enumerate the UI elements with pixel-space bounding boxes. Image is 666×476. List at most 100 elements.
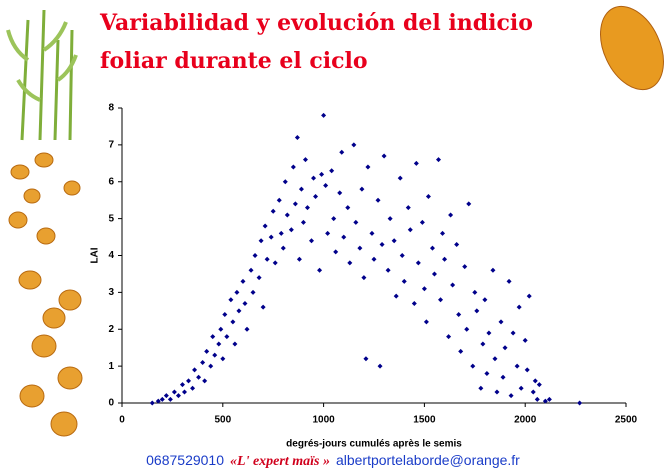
x-tick-label: 1500 — [413, 415, 436, 426]
point — [285, 212, 290, 217]
point — [525, 367, 530, 372]
point — [242, 301, 247, 306]
point — [319, 172, 324, 177]
point — [492, 356, 497, 361]
point — [339, 150, 344, 155]
point — [182, 389, 187, 394]
point — [309, 238, 314, 243]
point — [240, 279, 245, 284]
y-tick-label: 5 — [108, 213, 114, 224]
point — [369, 231, 374, 236]
point — [337, 190, 342, 195]
point — [486, 330, 491, 335]
point — [365, 165, 370, 170]
point — [186, 378, 191, 383]
point — [228, 297, 233, 302]
point — [325, 231, 330, 236]
y-tick-label: 7 — [108, 140, 114, 151]
x-tick-label: 2500 — [615, 415, 638, 426]
point — [426, 194, 431, 199]
point — [450, 283, 455, 288]
point — [271, 209, 276, 214]
point — [295, 135, 300, 140]
point — [386, 268, 391, 273]
point — [442, 257, 447, 262]
email: albertportelaborde@orange.fr — [336, 452, 520, 468]
point — [190, 386, 195, 391]
point — [257, 275, 262, 280]
point — [535, 397, 540, 402]
point — [297, 257, 302, 262]
point — [517, 305, 522, 310]
point — [363, 356, 368, 361]
point — [277, 198, 282, 203]
point — [466, 201, 471, 206]
point — [420, 220, 425, 225]
point — [501, 375, 506, 380]
x-tick-label: 0 — [119, 415, 125, 426]
point — [382, 153, 387, 158]
point — [212, 353, 217, 358]
point — [511, 330, 516, 335]
point — [392, 238, 397, 243]
point — [289, 227, 294, 232]
point — [204, 349, 209, 354]
point — [478, 386, 483, 391]
y-tick-label: 0 — [108, 398, 114, 409]
point — [470, 364, 475, 369]
point — [232, 342, 237, 347]
point — [283, 179, 288, 184]
point — [414, 161, 419, 166]
point — [408, 227, 413, 232]
point — [372, 257, 377, 262]
point — [533, 378, 538, 383]
y-tick-label: 6 — [108, 176, 114, 187]
point — [291, 165, 296, 170]
point — [359, 187, 364, 192]
point — [527, 294, 532, 299]
point — [265, 257, 270, 262]
point — [251, 290, 256, 295]
point — [216, 342, 221, 347]
point — [313, 194, 318, 199]
point — [321, 113, 326, 118]
point — [515, 364, 520, 369]
point — [406, 205, 411, 210]
point — [388, 216, 393, 221]
point — [263, 224, 268, 229]
point — [531, 389, 536, 394]
point — [376, 198, 381, 203]
point — [519, 386, 524, 391]
point — [220, 356, 225, 361]
point — [208, 364, 213, 369]
point — [281, 246, 286, 251]
point — [333, 249, 338, 254]
point — [311, 176, 316, 181]
point — [446, 334, 451, 339]
point — [490, 268, 495, 273]
x-tick-label: 1000 — [312, 415, 335, 426]
point — [299, 187, 304, 192]
point — [172, 389, 177, 394]
point — [331, 216, 336, 221]
point — [323, 183, 328, 188]
point — [317, 268, 322, 273]
x-tick-label: 500 — [214, 415, 231, 426]
point — [577, 401, 582, 406]
point — [305, 205, 310, 210]
point — [180, 382, 185, 387]
point — [361, 275, 366, 280]
point — [432, 271, 437, 276]
brand: «L' expert maïs » — [230, 454, 330, 469]
point — [503, 345, 508, 350]
point — [273, 260, 278, 265]
slide: 01234567805001000150020002500degrés-jour… — [0, 0, 666, 476]
point — [422, 286, 427, 291]
point — [303, 157, 308, 162]
point — [440, 231, 445, 236]
phone: 0687529010 — [146, 452, 224, 468]
point — [380, 242, 385, 247]
point — [438, 297, 443, 302]
point — [523, 338, 528, 343]
point — [150, 401, 155, 406]
